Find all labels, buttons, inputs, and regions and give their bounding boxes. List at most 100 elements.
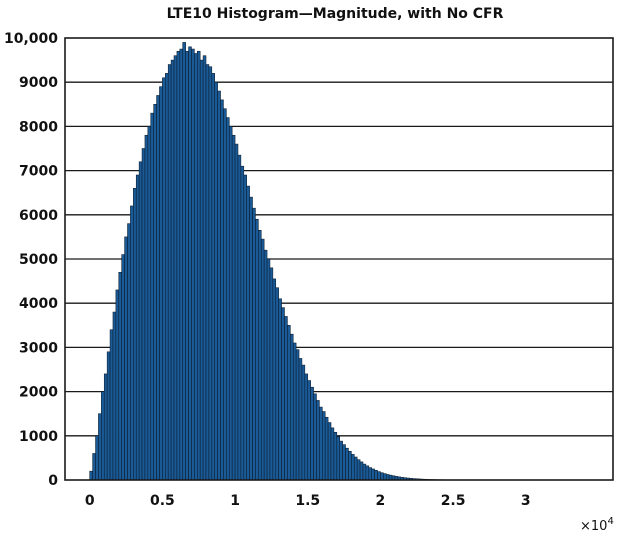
- histogram-bar: [301, 364, 306, 481]
- x-tick-label: 2: [376, 493, 386, 509]
- histogram-bar: [133, 188, 137, 481]
- histogram-bar: [173, 55, 178, 481]
- histogram-bar: [339, 440, 343, 481]
- x-axis-ticks: 0 0.5 1 1.5 2 2.5 3: [85, 493, 531, 509]
- histogram-bar: [284, 316, 288, 481]
- histogram-bar: [231, 134, 236, 481]
- histogram-bar: [199, 59, 204, 481]
- histogram-bar: [214, 81, 218, 481]
- histogram-bar: [226, 117, 230, 481]
- y-tick-label: 0: [48, 473, 58, 489]
- histogram-bar: [153, 104, 157, 481]
- y-tick-label: 6000: [19, 208, 58, 224]
- y-tick-label: 3000: [19, 340, 58, 356]
- histogram-bar: [109, 329, 114, 481]
- histogram-bar: [333, 431, 338, 481]
- histogram-bar: [150, 112, 154, 481]
- histogram-bar: [156, 95, 160, 481]
- y-tick-label: 2000: [19, 385, 58, 401]
- histogram-bar: [103, 373, 108, 481]
- histogram-bar: [298, 358, 303, 481]
- histogram-bar: [359, 461, 364, 481]
- histogram-bar: [237, 154, 242, 481]
- histogram-bar: [336, 436, 341, 481]
- histogram-bar: [165, 73, 169, 481]
- histogram-bar: [194, 53, 198, 481]
- histogram-bar: [217, 90, 221, 481]
- histogram-bar: [304, 373, 309, 481]
- x-tick-label: 1: [230, 493, 240, 509]
- histogram-bar: [89, 470, 93, 481]
- histogram-bar: [330, 427, 335, 481]
- histogram-bar: [371, 468, 375, 481]
- histogram-bar: [246, 185, 250, 481]
- histogram-bar: [124, 236, 128, 481]
- histogram-bar: [208, 66, 213, 481]
- histogram-bar: [127, 223, 131, 481]
- histogram-bar: [234, 143, 239, 481]
- histogram-bar: [374, 470, 378, 481]
- histogram-bars: [89, 42, 468, 481]
- histogram-bar: [135, 174, 140, 481]
- histogram-bar: [191, 48, 195, 481]
- histogram-bar: [211, 73, 215, 481]
- histogram-bar: [255, 218, 259, 481]
- histogram-bar: [292, 342, 297, 481]
- histogram-bar: [240, 165, 245, 481]
- histogram-bar: [252, 207, 256, 481]
- histogram-bar: [258, 229, 262, 481]
- histogram-bar: [362, 463, 367, 481]
- histogram-bar: [159, 86, 163, 481]
- histogram-bar: [223, 108, 227, 481]
- histogram-bar: [115, 289, 120, 481]
- histogram-bar: [182, 42, 186, 481]
- plot-frame: [64, 37, 614, 481]
- y-axis-ticks: 0 1000 2000 3000 4000 5000 6000 7000 8000 9000 10,…: [4, 31, 58, 489]
- histogram-bar: [176, 50, 181, 481]
- histogram-bar: [275, 287, 279, 481]
- histogram-bar: [249, 196, 253, 481]
- x-tick-label: 3: [521, 493, 531, 509]
- histogram-bar: [95, 435, 99, 481]
- histogram-bar: [179, 48, 184, 481]
- histogram-bar: [324, 416, 329, 481]
- histogram-bar: [185, 50, 189, 481]
- y-tick-label: 5000: [19, 252, 58, 268]
- histogram-bar: [287, 325, 291, 481]
- histogram-bar: [348, 450, 352, 481]
- histogram-bar: [101, 391, 105, 481]
- histogram-bar: [228, 126, 233, 481]
- histogram-bar: [272, 278, 277, 481]
- histogram-bar: [121, 254, 125, 481]
- histogram-bar: [290, 333, 294, 481]
- histogram-bar: [243, 174, 247, 481]
- histogram-bar: [167, 64, 172, 481]
- y-tick-label: 8000: [19, 119, 58, 135]
- histogram-bar: [92, 453, 96, 481]
- histogram-bar: [260, 238, 265, 481]
- histogram-bar: [197, 50, 201, 481]
- x-tick-label: 2.5: [441, 493, 466, 509]
- histogram-bar: [162, 77, 166, 481]
- histogram-bar: [205, 64, 210, 481]
- x-axis-multiplier-base: ×10: [580, 519, 607, 534]
- y-tick-label: 4000: [19, 296, 58, 312]
- histogram-bar: [342, 444, 346, 481]
- histogram-bar: [220, 99, 224, 481]
- histogram-bar: [138, 161, 143, 481]
- histogram-bar: [345, 447, 349, 481]
- histogram-bar: [368, 467, 372, 481]
- y-tick-label: 1000: [19, 429, 58, 445]
- histogram-bar: [377, 471, 381, 481]
- histogram-bar: [313, 393, 317, 481]
- histogram-bar: [295, 349, 300, 481]
- histogram-bar: [356, 459, 361, 481]
- histogram-bar: [266, 258, 271, 481]
- histogram-bar: [106, 351, 111, 481]
- histogram-bar: [365, 465, 370, 481]
- histogram-bar: [118, 271, 122, 481]
- histogram-bar: [380, 472, 384, 481]
- histogram-bar: [112, 311, 117, 481]
- x-tick-label: 0: [85, 493, 95, 509]
